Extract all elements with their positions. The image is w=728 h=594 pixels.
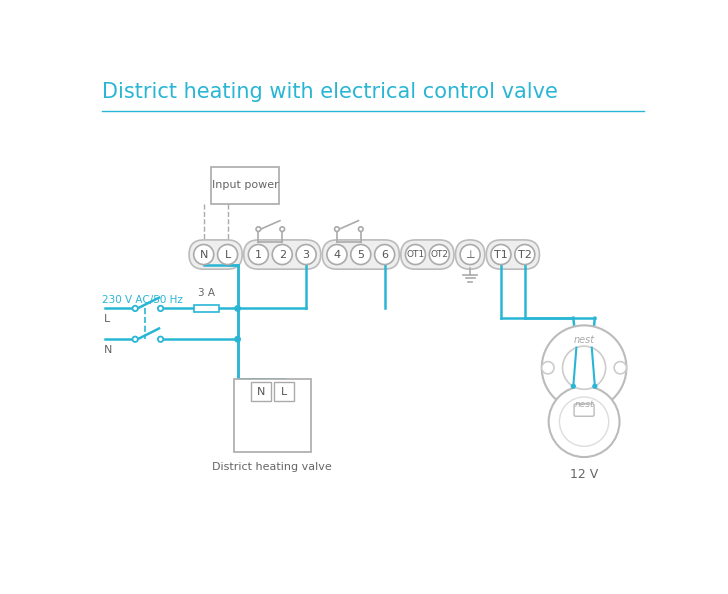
Circle shape — [491, 245, 511, 264]
Circle shape — [542, 362, 554, 374]
FancyBboxPatch shape — [234, 380, 311, 453]
Text: L: L — [281, 387, 287, 397]
Text: L: L — [103, 314, 110, 324]
Text: District heating with electrical control valve: District heating with electrical control… — [102, 82, 558, 102]
Circle shape — [358, 227, 363, 232]
Text: 3 A: 3 A — [198, 289, 215, 298]
Circle shape — [256, 227, 261, 232]
Text: T2: T2 — [518, 249, 531, 260]
Circle shape — [218, 245, 237, 264]
FancyBboxPatch shape — [194, 305, 219, 312]
FancyBboxPatch shape — [244, 240, 321, 269]
Circle shape — [571, 384, 575, 388]
Text: OT2: OT2 — [430, 250, 448, 259]
Circle shape — [280, 227, 285, 232]
Circle shape — [335, 227, 339, 232]
Circle shape — [593, 384, 597, 388]
Text: 1: 1 — [255, 249, 262, 260]
Text: N: N — [199, 249, 208, 260]
Text: T1: T1 — [494, 249, 508, 260]
Text: District heating valve: District heating valve — [213, 462, 332, 472]
FancyBboxPatch shape — [456, 240, 485, 269]
Circle shape — [248, 245, 269, 264]
FancyBboxPatch shape — [574, 404, 594, 416]
Text: ⊥: ⊥ — [465, 249, 475, 260]
FancyBboxPatch shape — [401, 240, 454, 269]
FancyBboxPatch shape — [189, 240, 242, 269]
Circle shape — [549, 386, 620, 457]
Circle shape — [351, 245, 371, 264]
Circle shape — [327, 245, 347, 264]
Text: 2: 2 — [279, 249, 286, 260]
Circle shape — [132, 337, 138, 342]
Circle shape — [614, 362, 626, 374]
Circle shape — [563, 346, 606, 389]
Circle shape — [405, 245, 425, 264]
Text: Input power: Input power — [212, 180, 279, 190]
Circle shape — [559, 397, 609, 446]
Circle shape — [132, 306, 138, 311]
Text: nest: nest — [574, 335, 595, 345]
Text: N: N — [256, 387, 265, 397]
Text: 5: 5 — [357, 249, 364, 260]
FancyBboxPatch shape — [250, 383, 271, 401]
Text: nest: nest — [574, 400, 594, 409]
Circle shape — [235, 337, 240, 342]
Text: 230 V AC/50 Hz: 230 V AC/50 Hz — [102, 295, 183, 305]
FancyBboxPatch shape — [211, 167, 279, 204]
Circle shape — [460, 245, 480, 264]
Circle shape — [296, 245, 316, 264]
FancyBboxPatch shape — [323, 240, 399, 269]
Text: 12 V: 12 V — [570, 468, 598, 481]
Text: OT1: OT1 — [406, 250, 424, 259]
Circle shape — [194, 245, 214, 264]
Text: 3: 3 — [303, 249, 309, 260]
Circle shape — [272, 245, 292, 264]
Circle shape — [375, 245, 395, 264]
Circle shape — [515, 245, 535, 264]
Text: 6: 6 — [381, 249, 388, 260]
Circle shape — [542, 326, 626, 410]
Text: 4: 4 — [333, 249, 341, 260]
Circle shape — [158, 306, 163, 311]
Text: N: N — [103, 345, 112, 355]
FancyBboxPatch shape — [274, 383, 294, 401]
Circle shape — [430, 245, 449, 264]
Circle shape — [235, 306, 240, 311]
Circle shape — [158, 337, 163, 342]
Text: L: L — [224, 249, 231, 260]
FancyBboxPatch shape — [486, 240, 539, 269]
